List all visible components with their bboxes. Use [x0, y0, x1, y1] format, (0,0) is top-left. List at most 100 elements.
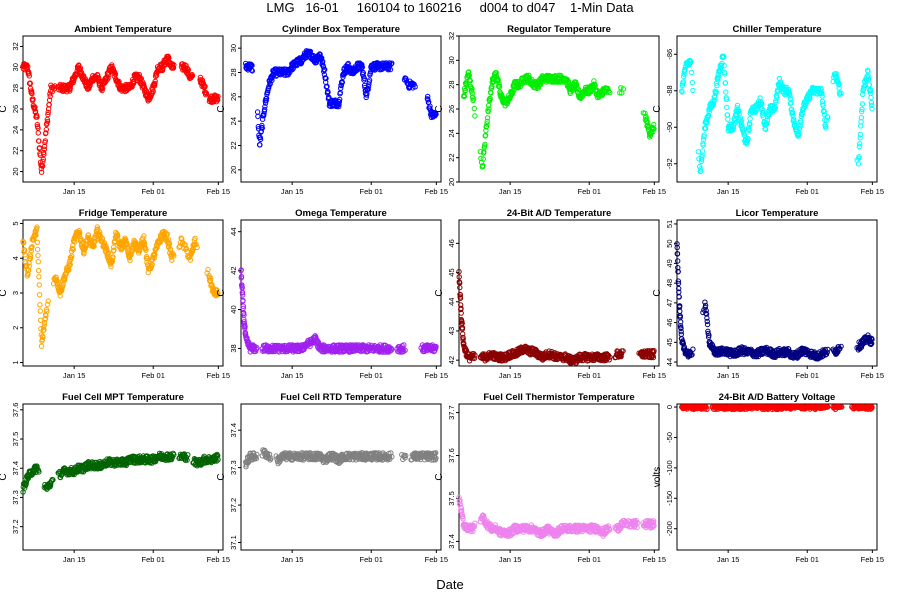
data-point — [151, 255, 157, 261]
data-point — [185, 67, 192, 73]
data-point — [387, 66, 394, 73]
data-point — [798, 119, 804, 126]
data-point — [54, 282, 61, 288]
data-point — [461, 93, 467, 100]
data-point — [162, 62, 168, 68]
data-point — [704, 119, 710, 126]
data-point — [869, 105, 875, 112]
data-point — [140, 81, 147, 87]
chart-title: Licor Temperature — [736, 208, 819, 219]
data-point — [433, 111, 439, 118]
y-tick-label: 22 — [447, 153, 456, 161]
data-point — [43, 126, 49, 133]
y-tick-label: 37.3 — [11, 490, 20, 505]
data-point — [26, 263, 32, 269]
data-point — [72, 239, 78, 245]
data-point — [47, 93, 53, 100]
x-tick-label: Feb 15 — [425, 555, 448, 564]
data-point — [215, 93, 221, 100]
data-point — [823, 117, 830, 124]
data-point — [484, 121, 490, 127]
data-point — [338, 85, 344, 91]
data-point — [365, 86, 371, 93]
y-axis-label: C — [434, 289, 445, 296]
data-point — [336, 101, 342, 108]
data-point — [42, 138, 48, 144]
data-point — [257, 142, 263, 148]
y-tick-label: -86 — [665, 49, 674, 60]
y-tick-label: 44 — [447, 298, 456, 306]
x-tick-label: Jan 15 — [281, 555, 304, 564]
x-tick-label: Jan 15 — [499, 371, 522, 380]
data-point — [493, 70, 499, 76]
data-point — [744, 141, 750, 147]
data-point — [866, 74, 872, 80]
y-tick-label: 1 — [11, 360, 20, 364]
y-tick-label: 37.4 — [11, 461, 20, 476]
y-tick-label: 26 — [11, 105, 20, 113]
data-point — [825, 114, 831, 120]
data-point — [819, 93, 825, 99]
data-point — [203, 90, 210, 97]
data-point — [144, 259, 150, 265]
data-point — [152, 78, 158, 85]
data-point — [259, 125, 265, 131]
data-point — [477, 149, 483, 155]
data-point — [34, 246, 41, 253]
data-point — [526, 72, 532, 79]
data-point — [645, 119, 651, 126]
data-point — [263, 97, 269, 104]
data-point — [570, 87, 576, 93]
data-point — [688, 69, 695, 76]
x-tick-label: Feb 01 — [142, 187, 165, 196]
data-point — [865, 76, 872, 83]
x-tick-label: Feb 15 — [643, 187, 666, 196]
plot-frame — [22, 35, 224, 183]
data-point — [786, 91, 793, 97]
data-point — [325, 89, 331, 95]
chart-panel-1: Cylinder Box TemperatureC202224262830Jan… — [216, 24, 448, 196]
y-tick-label: 37.1 — [229, 535, 238, 550]
data-point — [359, 61, 365, 68]
plot-frame — [22, 403, 224, 551]
data-point — [192, 235, 198, 242]
data-point — [857, 135, 863, 141]
data-point — [27, 253, 34, 259]
data-point — [425, 93, 431, 100]
data-point — [412, 84, 418, 90]
data-point — [255, 113, 261, 120]
data-point — [339, 79, 345, 85]
y-tick-label: -88 — [665, 85, 674, 96]
data-point — [44, 308, 50, 315]
data-point — [706, 109, 712, 115]
x-tick-label: Feb 01 — [578, 187, 601, 196]
y-tick-label: 37.5 — [11, 432, 20, 447]
chart-title: Cylinder Box Temperature — [282, 24, 400, 35]
x-tick-label: Feb 15 — [425, 187, 448, 196]
data-point — [650, 129, 656, 135]
y-tick-label: 28 — [447, 80, 456, 88]
data-point — [469, 90, 475, 97]
data-point — [789, 109, 796, 116]
data-point — [496, 84, 503, 90]
x-tick-label: Feb 15 — [861, 371, 884, 380]
data-point — [495, 77, 501, 83]
data-point — [485, 108, 491, 115]
data-point — [856, 154, 862, 160]
data-point — [59, 286, 65, 293]
y-tick-label: 44 — [665, 358, 674, 366]
data-point — [797, 123, 803, 129]
data-point — [70, 246, 76, 253]
data-point — [764, 117, 771, 123]
data-point — [722, 80, 729, 86]
y-axis-label: C — [0, 289, 9, 296]
data-point — [857, 141, 863, 147]
data-point — [679, 89, 685, 95]
data-point — [715, 77, 721, 83]
y-axis-label: C — [0, 473, 9, 480]
data-point — [868, 94, 874, 101]
data-point — [99, 87, 105, 94]
data-point — [772, 105, 778, 111]
chart-panel-2: Regulator TemperatureC20222426283032Jan … — [434, 24, 666, 196]
